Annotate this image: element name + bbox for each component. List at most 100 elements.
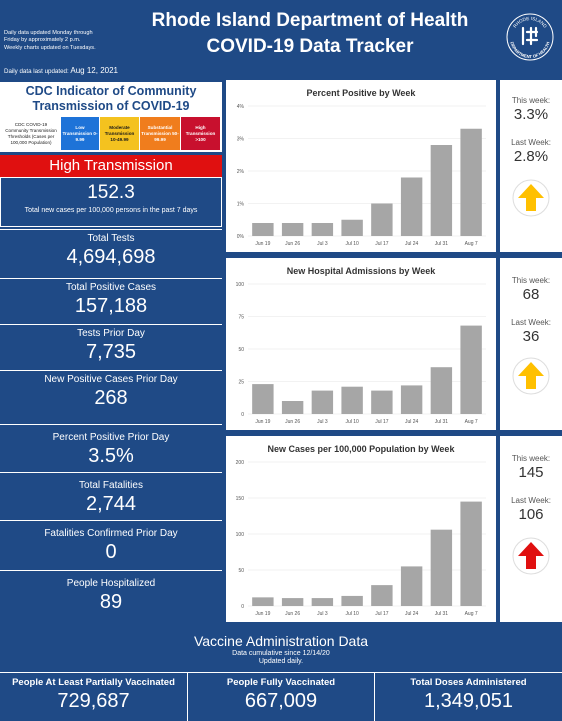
- bar: [252, 597, 274, 606]
- vaccine-stat-value: 1,349,051: [424, 690, 513, 712]
- y-tick-label: 75: [238, 315, 244, 321]
- weekly-percent-positive-box: This week: 3.3% Last Week: 2.8%: [500, 80, 562, 252]
- stat-total-fatalities: Total Fatalities 2,744: [0, 472, 222, 518]
- y-tick-label: 25: [238, 380, 244, 386]
- bar: [371, 390, 393, 414]
- page-title: Rhode Island Department of Health COVID-…: [130, 8, 490, 60]
- bar: [400, 177, 423, 236]
- weekly-cases-box: This week: 145 Last Week: 106: [500, 436, 562, 622]
- x-tick-label: Jul 10: [345, 241, 359, 247]
- stat-label: New Positive Cases Prior Day: [44, 374, 178, 385]
- page-title-line2: COVID-19 Data Tracker: [206, 36, 414, 57]
- stat-label: Tests Prior Day: [77, 328, 145, 339]
- hospital-admissions-chart-panel: New Hospital Admissions by Week 0 25 50 75 10…: [226, 258, 496, 430]
- last-week-value: 2.8%: [513, 148, 549, 165]
- x-tick-label: Jul 17: [375, 241, 389, 247]
- vaccine-stat-label: Total Doses Administered: [410, 677, 527, 688]
- bar: [460, 128, 482, 236]
- vaccine-section-title: Vaccine Administration Data: [193, 633, 369, 649]
- x-tick-label: Jul 24: [405, 419, 419, 425]
- percent-positive-chart: Percent Positive by Week 0% 1% 2% 3% 4% Jun 19…: [237, 88, 486, 247]
- x-tick-label: Jul 3: [317, 241, 328, 247]
- bar: [460, 501, 482, 606]
- y-tick-label: 2%: [237, 169, 245, 175]
- cdc-title-line1: CDC Indicator of Community: [25, 84, 197, 98]
- page-title-line1: Rhode Island Department of Health: [151, 10, 469, 31]
- x-tick-label: Jul 17: [375, 611, 389, 617]
- y-tick-label: 4%: [237, 104, 245, 110]
- bar: [281, 223, 304, 236]
- x-tick-label: Jul 17: [375, 419, 389, 425]
- chart-title: New Hospital Admissions by Week: [287, 266, 437, 276]
- bar: [311, 223, 334, 236]
- x-tick-label: Jun 19: [255, 241, 270, 247]
- bar: [460, 325, 482, 414]
- stat-value: 3.5%: [88, 445, 134, 467]
- bar: [371, 585, 393, 606]
- bar: [281, 401, 304, 414]
- bar: [371, 203, 393, 236]
- bar: [252, 223, 274, 236]
- bar: [430, 145, 453, 236]
- y-tick-label: 0: [241, 412, 244, 418]
- stat-label: Percent Positive Prior Day: [52, 432, 170, 443]
- stat-label: Total Fatalities: [79, 480, 143, 491]
- stat-value: 89: [99, 591, 123, 613]
- this-week-value: 145: [518, 464, 544, 481]
- last-week-value: 106: [518, 506, 544, 523]
- update-note-line: Daily data updated Monday through: [4, 30, 93, 36]
- x-tick-label: Jul 31: [435, 419, 449, 425]
- cdc-low-threshold: Low Transmission 0-9.99: [61, 117, 99, 150]
- y-tick-label: 0: [241, 604, 244, 610]
- x-tick-label: Jun 26: [285, 611, 300, 617]
- bar: [430, 367, 453, 414]
- up-arrow-icon: [512, 179, 550, 217]
- last-week-label: Last Week:: [511, 318, 551, 327]
- up-arrow-icon: [512, 357, 550, 395]
- update-note-line: Friday by approximately 2 p.m.: [4, 37, 81, 44]
- update-note-line: Weekly charts updated on Tuesdays.: [4, 44, 96, 51]
- cdc-title-line2: Transmission of COVID-19: [32, 99, 190, 113]
- stat-people-hospitalized: People Hospitalized 89: [0, 570, 222, 622]
- stat-total-positive: Total Positive Cases 157,188: [0, 278, 222, 324]
- stat-value: 0: [105, 541, 117, 563]
- vaccine-subtitle-line1: Data cumulative since 12/14/20: [232, 650, 330, 657]
- stat-percent-positive-prior-day: Percent Positive Prior Day 3.5%: [0, 424, 222, 472]
- last-updated: Daily data last updated: Aug 12, 2021: [4, 66, 118, 75]
- bar: [311, 390, 334, 414]
- update-schedule-note: Daily data updated Monday through Friday…: [4, 30, 134, 52]
- vaccine-partially-vaccinated: People At Least Partially Vaccinated 729…: [0, 672, 188, 721]
- case-rate-value: 152.3: [87, 182, 135, 203]
- x-tick-label: Jul 24: [405, 611, 419, 617]
- cdc-high-threshold: High Transmission >100: [181, 117, 220, 150]
- vaccine-section-subtitle: Data cumulative since 12/14/20 Updated d…: [0, 650, 562, 666]
- bar: [341, 386, 363, 414]
- this-week-value: 68: [522, 286, 540, 303]
- y-tick-label: 0%: [237, 234, 245, 240]
- stat-value: 268: [94, 387, 128, 409]
- vaccine-total-doses: Total Doses Administered 1,349,051: [375, 672, 562, 721]
- bar: [252, 384, 274, 414]
- cases-per-100k-chart-panel: New Cases per 100,000 Population by Week…: [226, 436, 496, 622]
- up-arrow-icon: [512, 537, 550, 575]
- y-tick-label: 1%: [237, 202, 245, 208]
- chart-title: Percent Positive by Week: [307, 88, 417, 98]
- this-week-label: This week:: [511, 454, 551, 463]
- vaccine-stat-label: People At Least Partially Vaccinated: [12, 677, 175, 688]
- percent-positive-chart-panel: Percent Positive by Week 0% 1% 2% 3% 4% Jun 19…: [226, 80, 496, 252]
- this-week-value: 3.3%: [513, 106, 549, 123]
- ri-health-seal-logo: RHODE ISLAND DEPARTMENT OF HEALTH: [506, 13, 554, 61]
- x-tick-label: Jul 24: [405, 241, 419, 247]
- transmission-level-banner: High Transmission: [0, 155, 222, 177]
- stat-total-tests: Total Tests 4,694,698: [0, 229, 222, 277]
- cdc-moderate-threshold: Moderate Transmission 10-49.99: [100, 117, 139, 150]
- x-tick-label: Jun 26: [285, 419, 300, 425]
- vaccine-stat-value: 667,009: [244, 690, 318, 712]
- x-tick-label: Aug 7: [465, 241, 478, 247]
- stat-value: 7,735: [85, 341, 137, 363]
- last-updated-label: Daily data last updated:: [4, 68, 71, 75]
- stat-label: People Hospitalized: [66, 578, 156, 589]
- weekly-hospital-admissions-box: This week: 68 Last Week: 36: [500, 258, 562, 430]
- y-tick-label: 50: [238, 568, 244, 574]
- x-tick-label: Jul 10: [345, 419, 359, 425]
